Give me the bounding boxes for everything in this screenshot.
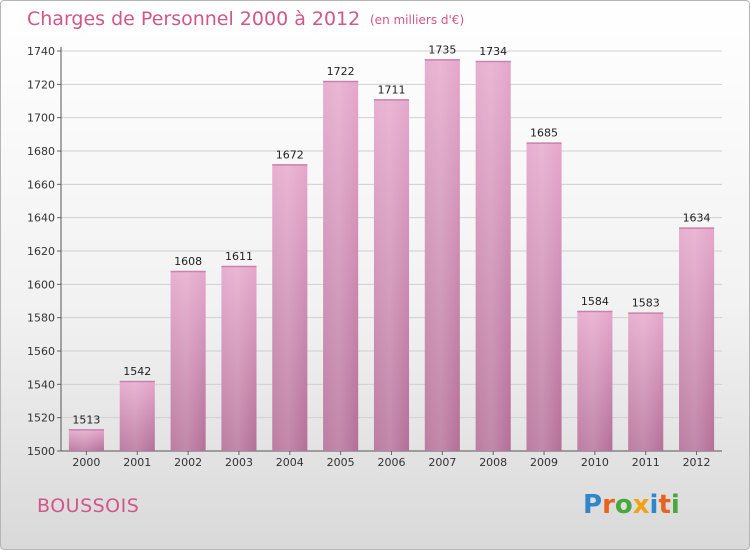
x-tick-label: 2008 <box>479 456 507 469</box>
x-tick-label: 2003 <box>225 456 253 469</box>
bar-highlight <box>476 61 511 451</box>
y-tick-label: 1560 <box>27 345 55 358</box>
x-tick-label: 2012 <box>683 456 711 469</box>
bar-highlight <box>323 81 358 451</box>
y-tick-label: 1520 <box>27 412 55 425</box>
data-label: 1608 <box>174 255 202 268</box>
bar-highlight <box>577 311 612 451</box>
data-label: 1672 <box>276 148 304 161</box>
x-tick-label: 2010 <box>581 456 609 469</box>
commune-name: BOUSSOIS <box>37 495 139 517</box>
y-tick-label: 1720 <box>27 78 55 91</box>
brand-logo: Proxiti <box>583 490 680 520</box>
x-tick-label: 2000 <box>72 456 100 469</box>
y-tick-label: 1620 <box>27 245 55 258</box>
y-tick-label: 1660 <box>27 178 55 191</box>
x-tick-label: 2004 <box>276 456 304 469</box>
brand-letter: i <box>650 490 659 520</box>
bar-highlight <box>171 271 206 451</box>
brand-letter: i <box>671 490 680 520</box>
y-tick-label: 1740 <box>27 45 55 58</box>
chart-subtitle: (en milliers d'€) <box>370 13 464 27</box>
bar-highlight <box>69 429 104 451</box>
x-tick-label: 2007 <box>428 456 456 469</box>
brand-letter: r <box>602 490 615 520</box>
bar-highlight <box>425 59 460 451</box>
data-label: 1584 <box>581 295 609 308</box>
data-label: 1734 <box>479 45 507 58</box>
y-tick-label: 1600 <box>27 278 55 291</box>
x-tick-label: 2009 <box>530 456 558 469</box>
data-label: 1634 <box>683 212 711 225</box>
brand-letter: o <box>615 490 633 520</box>
bar-highlight <box>120 381 155 451</box>
plot-area: 1500 1520 1540 1560 1580 1600 1620 1640 1660 1680… <box>27 43 722 469</box>
x-tick-label: 2002 <box>174 456 202 469</box>
x-tick-label: 2001 <box>123 456 151 469</box>
data-label: 1513 <box>72 413 100 426</box>
bar-highlight <box>628 313 663 451</box>
y-tick-label: 1640 <box>27 212 55 225</box>
bar-highlight <box>526 143 561 451</box>
x-tick-label: 2006 <box>378 456 406 469</box>
bar-highlight <box>221 266 256 451</box>
y-tick-label: 1700 <box>27 112 55 125</box>
y-tick-label: 1680 <box>27 145 55 158</box>
data-label: 1583 <box>632 297 660 310</box>
data-label: 1542 <box>123 365 151 378</box>
brand-letter: x <box>633 490 650 520</box>
brand-letter: t <box>658 490 670 520</box>
brand-letter: P <box>583 490 602 520</box>
bar-highlight <box>272 164 307 451</box>
data-label: 1611 <box>225 250 253 263</box>
data-label: 1711 <box>378 83 406 96</box>
y-tick-label: 1580 <box>27 312 55 325</box>
bar-highlight <box>679 228 714 451</box>
x-tick-label: 2005 <box>327 456 355 469</box>
x-tick-label: 2011 <box>632 456 660 469</box>
data-label: 1685 <box>530 127 558 140</box>
data-label: 1722 <box>327 65 355 78</box>
bar-highlight <box>374 99 409 451</box>
y-tick-label: 1500 <box>27 445 55 458</box>
data-label: 1735 <box>428 43 456 56</box>
y-tick-label: 1540 <box>27 378 55 391</box>
chart-title: Charges de Personnel 2000 à 2012 <box>27 8 360 30</box>
